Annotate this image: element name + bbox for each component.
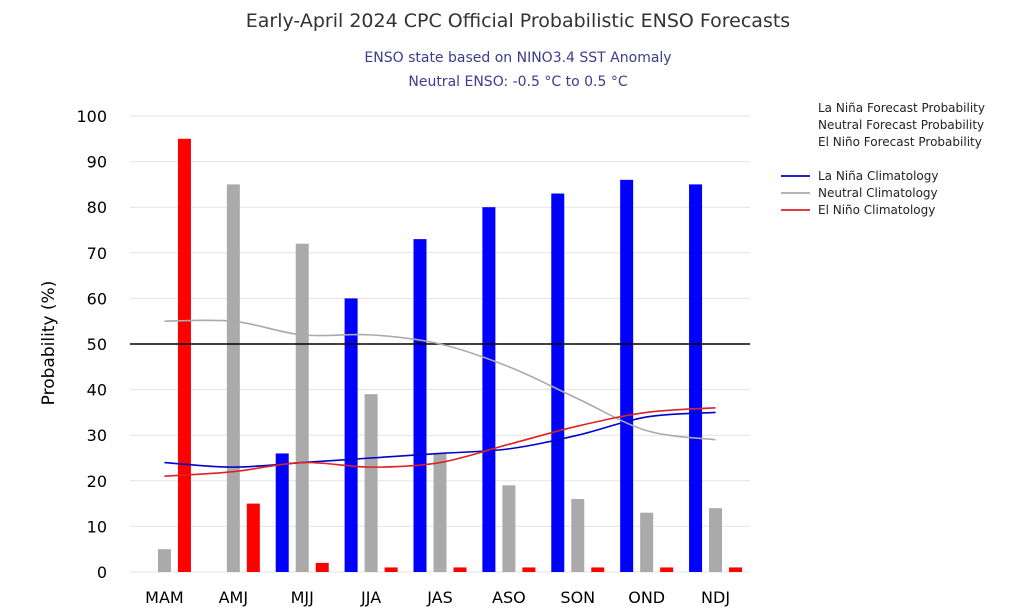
y-tick-label-40: 40 (87, 381, 107, 400)
bar-el-nino-aso (522, 567, 536, 572)
legend-label-la-nina-climatology: La Niña Climatology (818, 169, 938, 183)
bar-neutral-mjj (295, 243, 309, 572)
x-tick-label-son: SON (560, 588, 595, 607)
y-tick-label-90: 90 (87, 153, 107, 172)
bar-neutral-ndj (709, 508, 723, 572)
x-tick-labels: MAM AMJ MJJ JJA JAS ASO SON OND NDJ (145, 588, 730, 607)
climatology-line-el-nino (164, 407, 716, 478)
bar-la-nina-jja (344, 298, 358, 572)
climatology-lines (164, 319, 716, 478)
bar-neutral-amj (226, 184, 240, 572)
y-tick-label-80: 80 (87, 198, 107, 217)
x-tick-label-jas: JAS (426, 588, 453, 607)
y-tick-label-0: 0 (97, 563, 107, 582)
x-tick-label-aso: ASO (492, 588, 526, 607)
x-tick-label-mam: MAM (145, 588, 184, 607)
y-tick-label-10: 10 (87, 517, 107, 536)
bar-el-nino-amj (246, 503, 260, 572)
legend-label-el-nino-climatology: El Niño Climatology (818, 203, 935, 217)
bar-el-nino-mjj (315, 562, 329, 572)
x-tick-label-mjj: MJJ (291, 588, 314, 607)
y-tick-label-30: 30 (87, 426, 107, 445)
bar-la-nina-mjj (275, 453, 289, 572)
legend-label-la-nina-forecast: La Niña Forecast Probability (818, 101, 985, 115)
bar-la-nina-ndj (689, 184, 703, 572)
legend-label-el-nino-forecast: El Niño Forecast Probability (818, 135, 982, 149)
y-tick-label-70: 70 (87, 244, 107, 263)
bar-el-nino-ndj (729, 567, 743, 572)
bar-el-nino-son (591, 567, 605, 572)
chart-subtitle-line-1: ENSO state based on NINO3.4 SST Anomaly (364, 50, 671, 66)
bar-el-nino-ond (660, 567, 674, 572)
chart-subtitle-line-2: Neutral ENSO: -0.5 °C to 0.5 °C (408, 74, 627, 90)
bar-la-nina-aso (482, 207, 496, 572)
bar-neutral-jja (364, 394, 378, 572)
bar-neutral-jas (433, 453, 447, 572)
y-tick-labels: 0 10 20 30 40 50 60 70 80 90 100 (76, 107, 107, 582)
legend-label-neutral-climatology: Neutral Climatology (818, 186, 938, 200)
bar-neutral-mam (157, 549, 171, 572)
y-tick-label-100: 100 (76, 107, 107, 126)
x-tick-label-amj: AMJ (219, 588, 248, 607)
bar-la-nina-jas (413, 239, 427, 572)
legend-label-neutral-forecast: Neutral Forecast Probability (818, 118, 984, 132)
bar-neutral-aso (502, 485, 516, 572)
y-axis-label: Probability (%) (39, 281, 59, 406)
x-tick-label-ond: OND (628, 588, 665, 607)
y-tick-label-60: 60 (87, 289, 107, 308)
climatology-line-neutral (164, 319, 716, 441)
bar-la-nina-son (551, 193, 565, 572)
bar-la-nina-ond (620, 179, 634, 572)
legend: La Niña Forecast Probability Neutral Fore… (781, 101, 985, 217)
bar-series (157, 138, 743, 573)
y-tick-label-20: 20 (87, 472, 107, 491)
bar-el-nino-jas (453, 567, 467, 572)
bar-neutral-son (571, 499, 585, 572)
bar-neutral-ond (640, 512, 654, 572)
bar-el-nino-jja (384, 567, 398, 572)
x-tick-label-ndj: NDJ (701, 588, 730, 607)
bar-el-nino-mam (177, 138, 191, 573)
y-tick-label-50: 50 (87, 335, 107, 354)
chart-title: Early-April 2024 CPC Official Probabilis… (246, 10, 790, 32)
climatology-line-la-nina (164, 411, 716, 468)
x-tick-label-jja: JJA (360, 588, 381, 607)
